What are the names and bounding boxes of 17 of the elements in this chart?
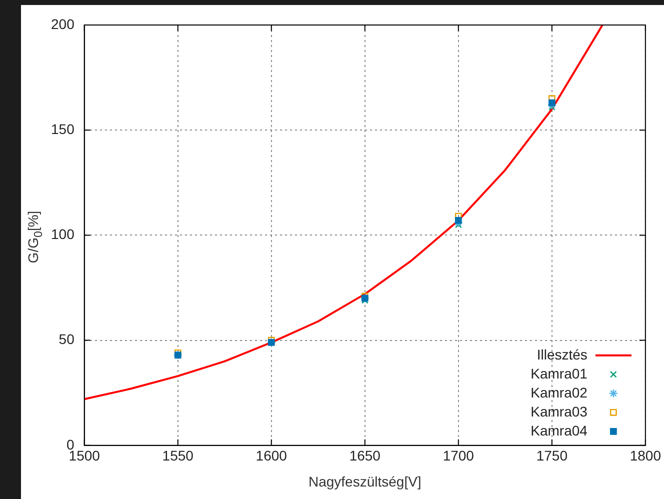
x-tick-label: 1700 bbox=[442, 448, 474, 464]
legend-label: Illesztés bbox=[536, 346, 588, 362]
x-tick-label: 1600 bbox=[256, 448, 288, 464]
y-tick-label: 150 bbox=[51, 120, 75, 137]
legend-label: Kamra03 bbox=[530, 403, 588, 420]
legend-label: Kamra02 bbox=[530, 384, 588, 400]
legend-label: Kamra01 bbox=[530, 365, 588, 382]
x-tick-label: 1750 bbox=[536, 448, 568, 464]
x-tick-label: 1650 bbox=[349, 448, 381, 464]
x-tick-label: 1800 bbox=[630, 448, 662, 464]
y-tick-label: 200 bbox=[51, 16, 75, 32]
legend-label: Kamra04 bbox=[530, 422, 588, 438]
x-axis-title: Nagyfeszültség[V] bbox=[308, 473, 422, 490]
y-tick-label: 0 bbox=[66, 436, 75, 452]
y-tick-label: 50 bbox=[58, 331, 75, 348]
y-tick-label: 100 bbox=[51, 226, 75, 242]
x-tick-label: 1550 bbox=[162, 448, 194, 464]
